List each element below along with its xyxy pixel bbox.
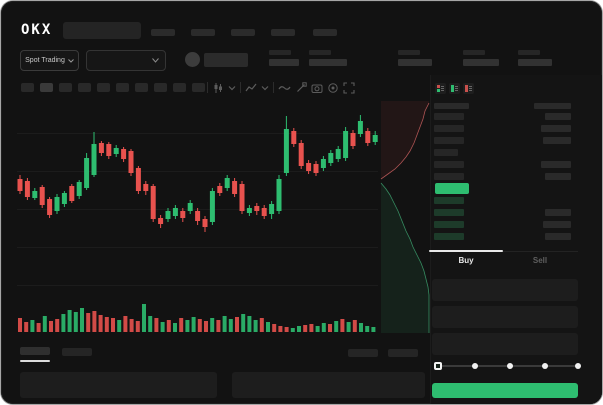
timeframe-chip[interactable]: [135, 83, 148, 92]
search-input[interactable]: [63, 22, 141, 39]
bid-row[interactable]: [434, 207, 571, 219]
chart-gridline: [17, 247, 378, 248]
market-type-dropdown[interactable]: Spot Trading: [20, 50, 79, 71]
timeframe-chip[interactable]: [97, 83, 110, 92]
ticker-stat-high: [398, 50, 432, 66]
timeframe-chip[interactable]: [116, 83, 129, 92]
draw-tool-icon[interactable]: [295, 81, 307, 94]
wave-line-icon[interactable]: [278, 82, 291, 94]
timeframe-chip[interactable]: [173, 83, 186, 92]
ticker-stat-volume: [518, 50, 552, 66]
orderbook-amount-header: [534, 103, 571, 109]
bottom-action-placeholder[interactable]: [348, 349, 378, 357]
pair-selector-dropdown[interactable]: [86, 50, 166, 71]
market-type-label: Spot Trading: [25, 57, 65, 64]
camera-icon[interactable]: [311, 82, 323, 94]
chart-style-icon[interactable]: [212, 82, 224, 94]
indicator-icon[interactable]: [245, 82, 257, 94]
last-price-highlight[interactable]: [435, 183, 469, 194]
timeframe-chip[interactable]: [59, 83, 72, 92]
book-bids-only-icon[interactable]: [449, 83, 460, 94]
bid-row[interactable]: [434, 195, 571, 207]
slider-stop-25[interactable]: [472, 363, 478, 369]
ticker-stat-price: [269, 50, 299, 66]
chart-toolbar: [207, 81, 355, 94]
timeframe-chips: [21, 83, 205, 92]
pair-name-placeholder: [204, 53, 248, 67]
candlestick-chart[interactable]: [17, 101, 379, 296]
ask-row[interactable]: [434, 123, 571, 135]
chevron-down-icon[interactable]: [261, 85, 269, 91]
timeframe-chip[interactable]: [154, 83, 167, 92]
bid-row[interactable]: [434, 219, 571, 231]
ask-row[interactable]: [434, 171, 571, 183]
panel-divider: [430, 75, 431, 404]
orderbook-price-header: [434, 103, 469, 109]
okx-logo: OKX: [21, 22, 53, 38]
bottom-content-panel: [20, 372, 217, 398]
bottom-content-panel: [232, 372, 425, 398]
top-navigation: [151, 29, 337, 36]
toolbar-divider: [273, 82, 274, 93]
toolbar-divider: [207, 82, 208, 93]
slider-stop-75[interactable]: [542, 363, 548, 369]
tab-sell[interactable]: Sell: [532, 256, 548, 265]
timeframe-chip[interactable]: [78, 83, 91, 92]
settings-gear-icon[interactable]: [327, 82, 339, 94]
orderbook-bids: [434, 195, 571, 243]
ask-row[interactable]: [434, 111, 571, 123]
ticker-stat-change: [309, 50, 347, 66]
book-asks-only-icon[interactable]: [463, 83, 474, 94]
nav-item-placeholder[interactable]: [191, 29, 215, 36]
depth-chart: [380, 101, 430, 333]
ask-row[interactable]: [434, 135, 571, 147]
chevron-down-icon: [152, 58, 159, 63]
timeframe-chip-selected[interactable]: [40, 83, 53, 92]
order-amount-field[interactable]: [432, 306, 578, 328]
chart-gridline: [17, 171, 378, 172]
book-split-view-icon[interactable]: [435, 83, 446, 94]
orderbook-asks: [434, 111, 571, 183]
chart-gridline: [17, 133, 378, 134]
fullscreen-icon[interactable]: [343, 81, 355, 94]
buy-submit-button[interactable]: [432, 383, 578, 398]
ticker-stat-low: [463, 50, 499, 66]
nav-item-placeholder[interactable]: [151, 29, 175, 36]
nav-item-placeholder[interactable]: [231, 29, 255, 36]
tab-buy[interactable]: Buy: [458, 256, 474, 265]
timeframe-chip[interactable]: [192, 83, 205, 92]
bottom-tab-active[interactable]: [20, 347, 50, 355]
ask-row[interactable]: [434, 159, 571, 171]
percent-slider-handle[interactable]: [434, 362, 442, 370]
volume-histogram: [18, 304, 376, 332]
slider-stop-100[interactable]: [575, 363, 581, 369]
active-tab-underline: [429, 250, 503, 252]
tabs-divider: [431, 251, 578, 252]
chevron-down-icon: [67, 58, 74, 63]
coin-avatar: [185, 52, 200, 67]
slider-stop-50[interactable]: [507, 363, 513, 369]
chevron-down-icon[interactable]: [228, 85, 236, 91]
bottom-action-placeholder[interactable]: [388, 349, 418, 357]
toolbar-divider: [240, 82, 241, 93]
chart-gridline: [17, 285, 378, 286]
nav-item-placeholder[interactable]: [271, 29, 295, 36]
bottom-tab-underline: [20, 360, 50, 362]
ask-row[interactable]: [434, 147, 571, 159]
nav-item-placeholder[interactable]: [313, 29, 337, 36]
bid-row[interactable]: [434, 231, 571, 243]
order-total-field[interactable]: [432, 333, 578, 355]
bottom-tab[interactable]: [62, 348, 92, 356]
timeframe-chip[interactable]: [21, 83, 34, 92]
orderbook-view-toggles: [435, 83, 474, 94]
order-price-field[interactable]: [432, 279, 578, 301]
